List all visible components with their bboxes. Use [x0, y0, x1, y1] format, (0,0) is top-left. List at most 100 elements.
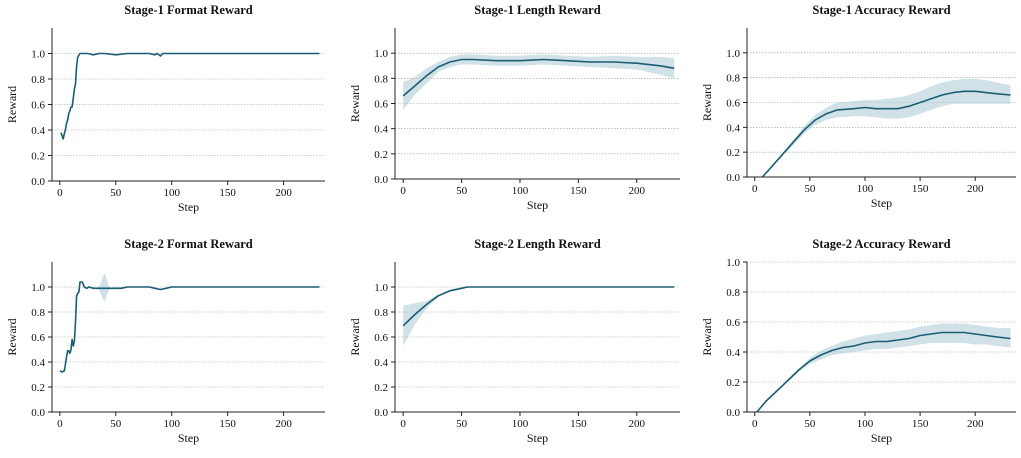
y-tick-label: 1.0 [726, 48, 740, 60]
x-tick-label: 200 [967, 183, 984, 195]
y-tick-label: 0.2 [374, 149, 388, 161]
y-tick-label: 0.0 [374, 407, 388, 419]
x-axis-label: Step [871, 196, 892, 210]
y-tick-label: 0.6 [374, 332, 388, 344]
x-axis-label: Step [178, 200, 199, 214]
x-tick-label: 100 [512, 185, 529, 197]
x-tick-label: 100 [857, 418, 874, 430]
x-tick-label: 200 [275, 418, 292, 430]
x-tick-label: 100 [857, 183, 874, 195]
y-tick-label: 0.2 [31, 382, 45, 394]
chart-title: Stage-1 Length Reward [474, 3, 600, 17]
y-tick-label: 0.0 [726, 407, 740, 419]
x-tick-label: 150 [570, 185, 587, 197]
confidence-band [762, 78, 1011, 177]
confidence-band [403, 54, 675, 110]
chart-title: Stage-1 Format Reward [124, 3, 252, 17]
y-tick-label: 0.2 [726, 147, 740, 159]
x-tick-label: 0 [57, 187, 63, 199]
x-axis-label: Step [871, 431, 892, 445]
y-tick-label: 0.0 [31, 407, 45, 419]
chart-panel-3: 0.0 0.2 0.4 0.6 0.8 1.0 0 50 100 150 200 Stage-1 Ac… [700, 3, 1016, 210]
y-tick-label: 0.4 [374, 124, 388, 136]
confidence-band [756, 323, 1011, 412]
y-tick-label: 1.0 [726, 257, 740, 269]
x-tick-label: 100 [163, 418, 180, 430]
y-tick-label: 1.0 [374, 282, 388, 294]
x-tick-label: 50 [804, 183, 816, 195]
y-tick-label: 0.4 [374, 357, 388, 369]
series-line [761, 90, 1011, 178]
y-tick-label: 0.2 [726, 377, 740, 389]
x-tick-label: 200 [275, 187, 292, 199]
y-tick-label: 0.0 [726, 172, 740, 184]
x-axis-label: Step [527, 431, 548, 445]
y-tick-label: 1.0 [31, 49, 45, 61]
y-tick-label: 0.0 [31, 176, 45, 188]
y-axis-label: Reward [5, 86, 19, 123]
x-tick-label: 150 [570, 418, 587, 430]
y-tick-label: 0.8 [31, 307, 45, 319]
x-tick-label: 50 [804, 418, 816, 430]
x-tick-label: 150 [219, 418, 236, 430]
x-axis-label: Step [527, 198, 548, 212]
x-tick-label: 50 [110, 187, 122, 199]
y-tick-label: 0.6 [31, 100, 45, 112]
x-tick-label: 150 [912, 418, 929, 430]
y-tick-label: 0.8 [726, 287, 740, 299]
y-tick-label: 0.2 [374, 382, 388, 394]
x-tick-label: 150 [912, 183, 929, 195]
chart-title: Stage-2 Length Reward [474, 237, 600, 251]
y-tick-label: 0.2 [31, 151, 45, 163]
y-tick-label: 0.6 [726, 98, 740, 110]
x-tick-label: 50 [456, 185, 468, 197]
y-axis-label: Reward [5, 318, 19, 355]
y-tick-label: 0.4 [31, 125, 45, 137]
chart-title: Stage-2 Accuracy Reward [812, 237, 950, 251]
y-tick-label: 0.8 [374, 307, 388, 319]
x-tick-label: 100 [512, 418, 529, 430]
x-tick-label: 0 [752, 418, 758, 430]
y-tick-label: 1.0 [374, 48, 388, 60]
x-tick-label: 200 [629, 185, 646, 197]
y-tick-label: 0.4 [726, 347, 740, 359]
chart-title: Stage-1 Accuracy Reward [812, 3, 950, 17]
y-axis-label: Reward [348, 318, 362, 355]
x-tick-label: 0 [400, 185, 406, 197]
chart-panel-5: 0.0 0.2 0.4 0.6 0.8 1.0 0 50 100 150 200 Stage-2 Le… [348, 237, 680, 445]
x-axis-label: Step [178, 431, 199, 445]
y-tick-label: 0.6 [31, 332, 45, 344]
chart-panel-2: 0.0 0.2 0.4 0.6 0.8 1.0 0 50 100 150 200 Stage-1 Le… [348, 3, 680, 212]
series-line [402, 58, 675, 97]
x-tick-label: 150 [219, 187, 236, 199]
x-tick-label: 100 [163, 187, 180, 199]
y-tick-label: 0.8 [374, 73, 388, 85]
chart-panel-4: 0.0 0.2 0.4 0.6 0.8 1.0 0 50 100 150 200 Stage-2 Fo… [5, 237, 325, 445]
y-axis-label: Reward [348, 85, 362, 122]
chart-panel-1: 0.0 0.2 0.4 0.6 0.8 1.0 0 50 100 150 200 Stage-1 Fo… [5, 3, 325, 214]
x-tick-label: 0 [752, 183, 758, 195]
series-line [402, 286, 675, 327]
series-line [756, 331, 1011, 413]
series-line [60, 52, 320, 140]
y-axis-label: Reward [700, 318, 714, 355]
x-tick-label: 200 [629, 418, 646, 430]
x-tick-label: 0 [57, 418, 63, 430]
series-line [59, 281, 320, 373]
chart-panel-6: 0.0 0.2 0.4 0.6 0.8 1.0 0 50 100 150 200 Stage-2 Ac… [700, 237, 1016, 445]
y-axis-label: Reward [700, 84, 714, 121]
x-tick-label: 50 [456, 418, 468, 430]
y-tick-label: 0.8 [726, 73, 740, 85]
y-tick-label: 0.8 [31, 74, 45, 86]
y-tick-label: 0.4 [726, 122, 740, 134]
x-tick-label: 0 [400, 418, 406, 430]
x-tick-label: 200 [967, 418, 984, 430]
y-tick-label: 0.6 [374, 99, 388, 111]
y-tick-label: 1.0 [31, 282, 45, 294]
y-tick-label: 0.4 [31, 357, 45, 369]
chart-title: Stage-2 Format Reward [124, 237, 252, 251]
y-tick-label: 0.6 [726, 317, 740, 329]
x-tick-label: 50 [110, 418, 122, 430]
y-tick-label: 0.0 [374, 174, 388, 186]
